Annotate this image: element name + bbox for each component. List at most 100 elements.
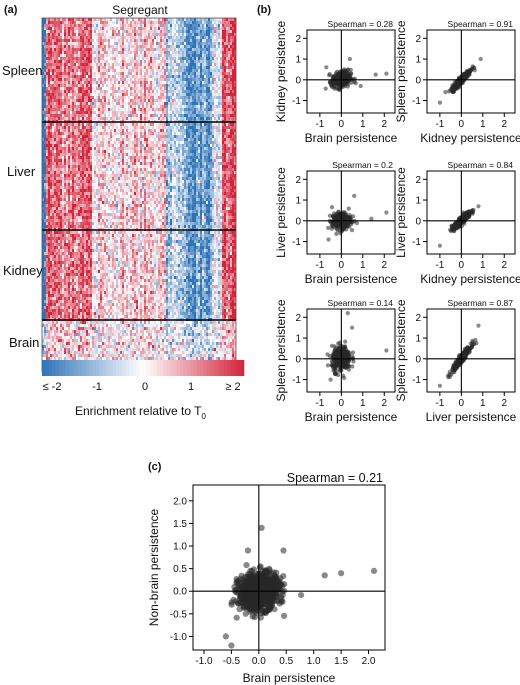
heatmap-cell bbox=[72, 111, 75, 115]
heatmap-cell bbox=[186, 78, 189, 82]
heatmap-cell bbox=[70, 27, 73, 31]
heatmap-cell bbox=[166, 126, 169, 130]
heatmap-cell bbox=[170, 147, 173, 151]
heatmap-cell bbox=[166, 93, 169, 97]
heatmap-cell bbox=[122, 126, 125, 130]
heatmap-cell bbox=[162, 24, 165, 28]
heatmap-cell bbox=[214, 33, 217, 37]
heatmap-cell bbox=[200, 36, 203, 40]
heatmap-cell bbox=[96, 126, 99, 130]
heatmap-cell bbox=[126, 75, 129, 79]
heatmap-cell bbox=[100, 87, 103, 91]
heatmap-cell bbox=[58, 150, 61, 154]
heatmap-cell bbox=[52, 21, 55, 25]
heatmap-cell bbox=[152, 72, 155, 76]
heatmap-cell bbox=[66, 39, 69, 43]
heatmap-cell bbox=[86, 126, 89, 130]
heatmap-cell bbox=[76, 39, 79, 43]
heatmap-cell bbox=[210, 114, 213, 118]
heatmap-cell bbox=[208, 90, 211, 94]
heatmap-cell bbox=[114, 84, 117, 88]
heatmap-cell bbox=[164, 159, 167, 163]
heatmap-cell bbox=[60, 87, 63, 91]
heatmap-cell bbox=[52, 87, 55, 91]
heatmap-cell bbox=[42, 36, 45, 40]
heatmap-cell bbox=[138, 144, 141, 148]
heatmap-cell bbox=[228, 108, 231, 112]
heatmap-cell bbox=[80, 108, 83, 112]
heatmap-cell bbox=[148, 63, 151, 67]
heatmap-cell bbox=[206, 105, 209, 109]
heatmap-cell bbox=[104, 123, 107, 127]
heatmap-cell bbox=[184, 126, 187, 130]
heatmap-cell bbox=[116, 42, 119, 46]
heatmap-cell bbox=[106, 96, 109, 100]
heatmap-cell bbox=[154, 117, 157, 121]
heatmap-cell bbox=[52, 147, 55, 151]
heatmap-cell bbox=[212, 156, 215, 160]
heatmap-cell bbox=[218, 150, 221, 154]
heatmap-cell bbox=[190, 114, 193, 118]
heatmap-cell bbox=[68, 66, 71, 70]
heatmap-cell bbox=[122, 33, 125, 37]
heatmap-cell bbox=[188, 117, 191, 121]
heatmap-cell bbox=[220, 135, 223, 139]
heatmap-cell bbox=[86, 114, 89, 118]
heatmap-cell bbox=[54, 162, 57, 166]
heatmap-cell bbox=[160, 81, 163, 85]
heatmap-cell bbox=[182, 123, 185, 127]
heatmap-cell bbox=[140, 36, 143, 40]
heatmap-cell bbox=[130, 138, 133, 142]
heatmap-cell bbox=[220, 165, 223, 169]
heatmap-cell bbox=[82, 36, 85, 40]
heatmap-cell bbox=[128, 63, 131, 67]
heatmap-cell bbox=[184, 69, 187, 73]
heatmap-cell bbox=[130, 45, 133, 49]
heatmap-cell bbox=[102, 33, 105, 37]
heatmap-cell bbox=[86, 144, 89, 148]
heatmap-cell bbox=[214, 93, 217, 97]
heatmap-cell bbox=[126, 159, 129, 163]
heatmap-cell bbox=[176, 27, 179, 31]
heatmap-cell bbox=[192, 111, 195, 115]
heatmap-cell bbox=[72, 87, 75, 91]
heatmap-cell bbox=[86, 93, 89, 97]
heatmap-cell bbox=[106, 90, 109, 94]
heatmap-cell bbox=[182, 114, 185, 118]
heatmap-cell bbox=[226, 159, 229, 163]
heatmap-cell bbox=[212, 102, 215, 106]
heatmap-cell bbox=[168, 21, 171, 25]
heatmap-cell bbox=[218, 141, 221, 145]
heatmap-cell bbox=[90, 51, 93, 55]
heatmap-cell bbox=[46, 129, 49, 133]
heatmap-cell bbox=[190, 66, 193, 70]
heatmap-cell bbox=[66, 162, 69, 166]
heatmap-cell bbox=[140, 42, 143, 46]
heatmap-cell bbox=[80, 96, 83, 100]
heatmap-cell bbox=[80, 60, 83, 64]
heatmap-cell bbox=[92, 144, 95, 148]
heatmap-cell bbox=[54, 66, 57, 70]
heatmap-cell bbox=[186, 21, 189, 25]
heatmap-cell bbox=[82, 102, 85, 106]
heatmap-cell bbox=[148, 78, 151, 82]
heatmap-cell bbox=[72, 108, 75, 112]
heatmap-cell bbox=[234, 75, 237, 79]
heatmap-cell bbox=[212, 72, 215, 76]
heatmap-cell bbox=[190, 147, 193, 151]
heatmap-cell bbox=[46, 69, 49, 73]
heatmap-cell bbox=[70, 138, 73, 142]
heatmap-cell bbox=[70, 18, 73, 22]
heatmap-cell bbox=[94, 57, 97, 61]
heatmap-cell bbox=[64, 114, 67, 118]
heatmap-cell bbox=[232, 78, 235, 82]
heatmap-cell bbox=[228, 63, 231, 67]
heatmap-cell bbox=[136, 24, 139, 28]
heatmap-cell bbox=[228, 132, 231, 136]
heatmap-cell bbox=[82, 114, 85, 118]
heatmap-cell bbox=[188, 51, 191, 55]
heatmap-cell bbox=[64, 165, 67, 169]
heatmap-cell bbox=[108, 51, 111, 55]
heatmap-cell bbox=[188, 90, 191, 94]
heatmap-cell bbox=[56, 117, 59, 121]
